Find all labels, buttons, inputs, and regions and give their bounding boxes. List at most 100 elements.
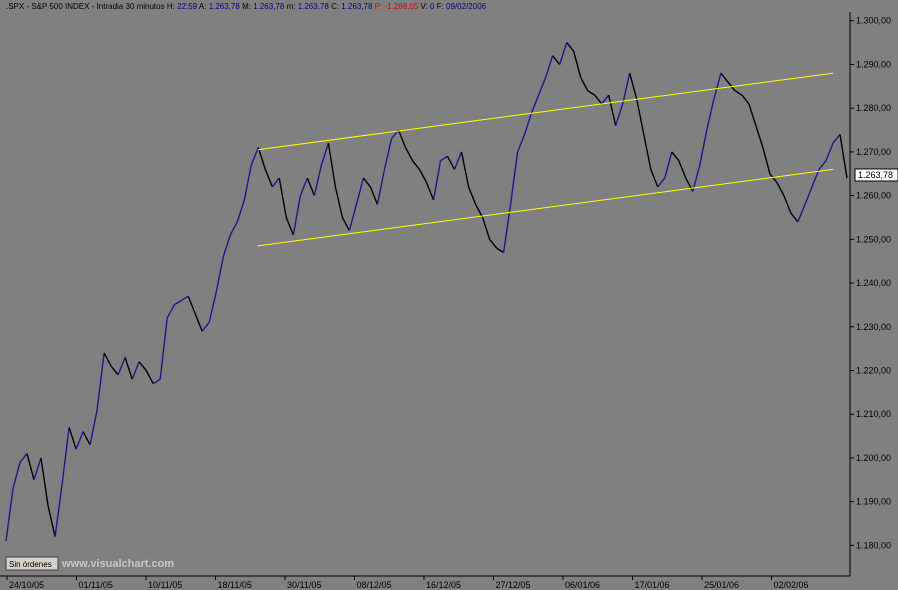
- price-segment: [594, 94, 603, 105]
- price-segment: [713, 73, 722, 100]
- x-tick-label: 25/01/06: [704, 580, 739, 590]
- header-symbol: .SPX: [6, 2, 25, 11]
- price-segment: [502, 204, 512, 253]
- y-tick-label: 1.290,00: [856, 59, 891, 69]
- price-segment: [825, 142, 834, 161]
- y-tick-label: 1.230,00: [856, 322, 891, 332]
- y-tick-label: 1.280,00: [856, 103, 891, 113]
- price-segment: [222, 234, 231, 258]
- header-name: S&P 500 INDEX: [31, 2, 90, 11]
- price-segment: [650, 169, 659, 188]
- price-segment: [47, 505, 56, 537]
- header-f: 09/02/2006: [446, 2, 487, 11]
- y-tick-label: 1.180,00: [856, 540, 891, 550]
- price-segment: [818, 160, 827, 170]
- price-segment: [523, 112, 533, 135]
- price-segment: [460, 151, 470, 188]
- price-segment: [257, 147, 266, 170]
- price-segment: [180, 295, 189, 302]
- price-segment: [453, 151, 463, 170]
- price-segment: [769, 173, 778, 183]
- price-segment: [327, 143, 337, 188]
- price-segment: [194, 313, 203, 332]
- x-tick-label: 24/10/05: [9, 580, 44, 590]
- price-segment: [797, 204, 806, 223]
- price-segment: [734, 90, 743, 96]
- x-tick-label: 17/01/06: [635, 580, 670, 590]
- price-segment: [664, 151, 673, 179]
- price-segment: [264, 169, 273, 188]
- price-segment: [559, 42, 568, 65]
- price-segment: [496, 247, 504, 254]
- price-segment: [306, 177, 316, 196]
- price-segment: [706, 99, 715, 131]
- price-segment: [243, 164, 252, 201]
- price-segment: [692, 164, 701, 192]
- x-tick-label: 18/11/05: [218, 580, 252, 590]
- price-segment: [481, 217, 491, 240]
- x-tick-label: 16/12/05: [426, 580, 461, 590]
- price-segment: [320, 142, 330, 166]
- header-m: 1.263,78: [253, 2, 285, 11]
- orders-button-label[interactable]: Sin órdenes: [9, 560, 52, 569]
- price-segment: [173, 300, 182, 306]
- last-price-value: 1.263,78: [858, 170, 893, 180]
- price-segment: [124, 357, 133, 380]
- price-segment: [68, 427, 77, 450]
- price-segment: [411, 160, 421, 170]
- price-segment: [474, 204, 484, 218]
- price-segment: [566, 42, 575, 52]
- price-segment: [75, 431, 84, 450]
- price-segment: [40, 457, 49, 507]
- price-segment: [355, 177, 365, 205]
- price-segment: [678, 160, 687, 179]
- header-a: 1.263,78: [209, 2, 241, 11]
- price-segment: [334, 186, 344, 218]
- price-segment: [404, 147, 414, 162]
- price-segment: [544, 55, 554, 78]
- x-tick-label: 06/01/06: [565, 580, 600, 590]
- last-price-tag: 1.263,78: [854, 168, 898, 182]
- price-segment: [440, 155, 448, 162]
- price-segment: [622, 73, 631, 104]
- price-segment: [685, 177, 694, 192]
- price-segment: [271, 177, 280, 188]
- price-segment: [117, 357, 126, 376]
- y-tick-label: 1.260,00: [856, 191, 891, 201]
- y-tick-label: 1.220,00: [856, 366, 891, 376]
- price-segment: [516, 134, 526, 153]
- price-segment: [636, 99, 645, 135]
- channel-lower-line: [257, 168, 834, 247]
- price-segment: [145, 370, 154, 384]
- price-segment: [748, 103, 757, 126]
- x-axis: 24/10/05 01/11/05 10/11/05 18/11/05 30/11/05…: [0, 575, 850, 590]
- header-h: 22:59: [177, 2, 198, 11]
- header-v: 0: [430, 2, 435, 11]
- y-axis: 1.180,00 1.190,00 1.200,00 1.210,00 1.220,00…: [849, 12, 891, 576]
- price-segment: [131, 361, 140, 380]
- price-segment: [103, 352, 112, 367]
- price-segment: [54, 484, 63, 537]
- x-tick-label: 02/02/06: [774, 580, 809, 590]
- price-segment: [783, 195, 792, 214]
- price-segment: [138, 361, 147, 371]
- price-segment: [33, 457, 42, 481]
- price-segment: [159, 317, 168, 380]
- price-segment: [425, 182, 435, 201]
- price-segment: [741, 94, 750, 105]
- price-segment: [19, 453, 28, 463]
- price-segment: [250, 147, 259, 166]
- price-segment: [208, 291, 217, 323]
- orders-button[interactable]: Sin órdenes: [5, 556, 59, 571]
- price-segment: [432, 160, 442, 201]
- price-segment: [376, 169, 386, 205]
- price-segment: [236, 199, 245, 223]
- price-segment: [369, 186, 379, 205]
- x-tick-label: 01/11/05: [79, 580, 113, 590]
- price-segment: [313, 164, 323, 196]
- price-segment: [341, 217, 351, 231]
- price-segment: [166, 304, 175, 319]
- price-segment: [776, 182, 785, 196]
- price-segment: [657, 177, 666, 188]
- price-segment: [152, 378, 161, 385]
